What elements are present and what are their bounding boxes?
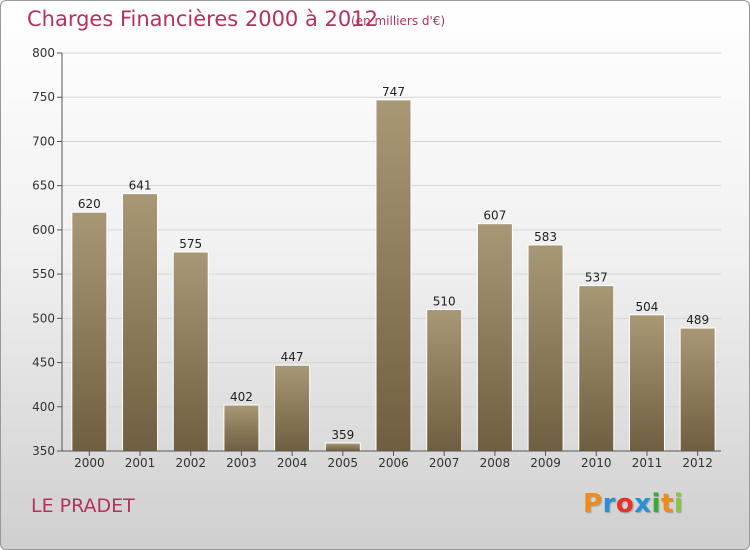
logo-letter: i — [651, 489, 661, 519]
value-label: 620 — [78, 197, 101, 211]
logo-letter: t — [660, 489, 674, 519]
value-label: 504 — [636, 300, 659, 314]
value-label: 575 — [179, 237, 202, 251]
labels: 620 2000 641 2001 575 2002 402 2003 447 2004 359 20… — [74, 85, 713, 470]
bar-2007 — [426, 308, 463, 452]
bar-2005 — [324, 442, 361, 452]
bar-2002 — [172, 251, 209, 452]
chart-title: Charges Financières 2000 à 2012 — [27, 7, 378, 31]
value-label: 607 — [483, 209, 506, 223]
bars — [71, 99, 716, 452]
logo-letter: i — [673, 489, 684, 519]
y-tick-label: 600 — [32, 223, 55, 237]
value-label: 641 — [129, 179, 152, 193]
bar-2011 — [628, 314, 665, 452]
logo-letter: x — [634, 489, 652, 519]
value-label: 747 — [382, 85, 405, 99]
y-tick-label: 400 — [32, 400, 55, 414]
logo-letter: o — [615, 489, 635, 519]
value-label: 489 — [686, 313, 709, 327]
y-tick-label: 350 — [32, 444, 55, 458]
bar-2010 — [578, 285, 615, 452]
axes: 350 400 450 500 550 600 650 700 750 800 — [32, 46, 721, 458]
x-tick-label: 2012 — [682, 456, 713, 470]
value-label: 510 — [433, 294, 456, 308]
x-tick-label: 2006 — [378, 456, 409, 470]
bar-2008 — [476, 223, 513, 452]
y-tick-label: 700 — [32, 134, 55, 148]
x-tick-label: 2011 — [632, 456, 663, 470]
value-label: 402 — [230, 390, 253, 404]
y-tick-label: 800 — [32, 46, 55, 60]
x-tick-label: 2004 — [277, 456, 308, 470]
value-label: 583 — [534, 230, 557, 244]
x-tick-label: 2003 — [226, 456, 257, 470]
logo-letter: P — [583, 489, 603, 519]
x-tick-label: 2008 — [480, 456, 511, 470]
bar-2001 — [122, 193, 159, 452]
proxiti-logo[interactable]: Proxiti — [583, 489, 683, 519]
y-tick-label: 650 — [32, 179, 55, 193]
value-label: 359 — [331, 428, 354, 442]
value-label: 537 — [585, 271, 608, 285]
value-label: 447 — [281, 350, 304, 364]
x-tick-label: 2010 — [581, 456, 612, 470]
logo-letter: r — [602, 489, 616, 519]
y-tick-label: 550 — [32, 267, 55, 281]
x-tick-label: 2000 — [74, 456, 105, 470]
y-tick-label: 450 — [32, 356, 55, 370]
y-tick-label: 500 — [32, 311, 55, 325]
bar-2012 — [679, 327, 716, 452]
location-label: LE PRADET — [31, 495, 135, 517]
x-tick-label: 2001 — [125, 456, 156, 470]
bar-2000 — [71, 211, 108, 452]
bar-2009 — [527, 244, 564, 452]
x-tick-label: 2005 — [328, 456, 359, 470]
y-tick-label: 750 — [32, 90, 55, 104]
chart-subtitle: (en milliers d'€) — [351, 14, 446, 28]
bar-2006 — [375, 99, 412, 452]
x-tick-label: 2009 — [530, 456, 561, 470]
bar-2003 — [223, 404, 260, 452]
bar-2004 — [274, 364, 311, 452]
x-tick-label: 2007 — [429, 456, 460, 470]
x-tick-label: 2002 — [175, 456, 206, 470]
